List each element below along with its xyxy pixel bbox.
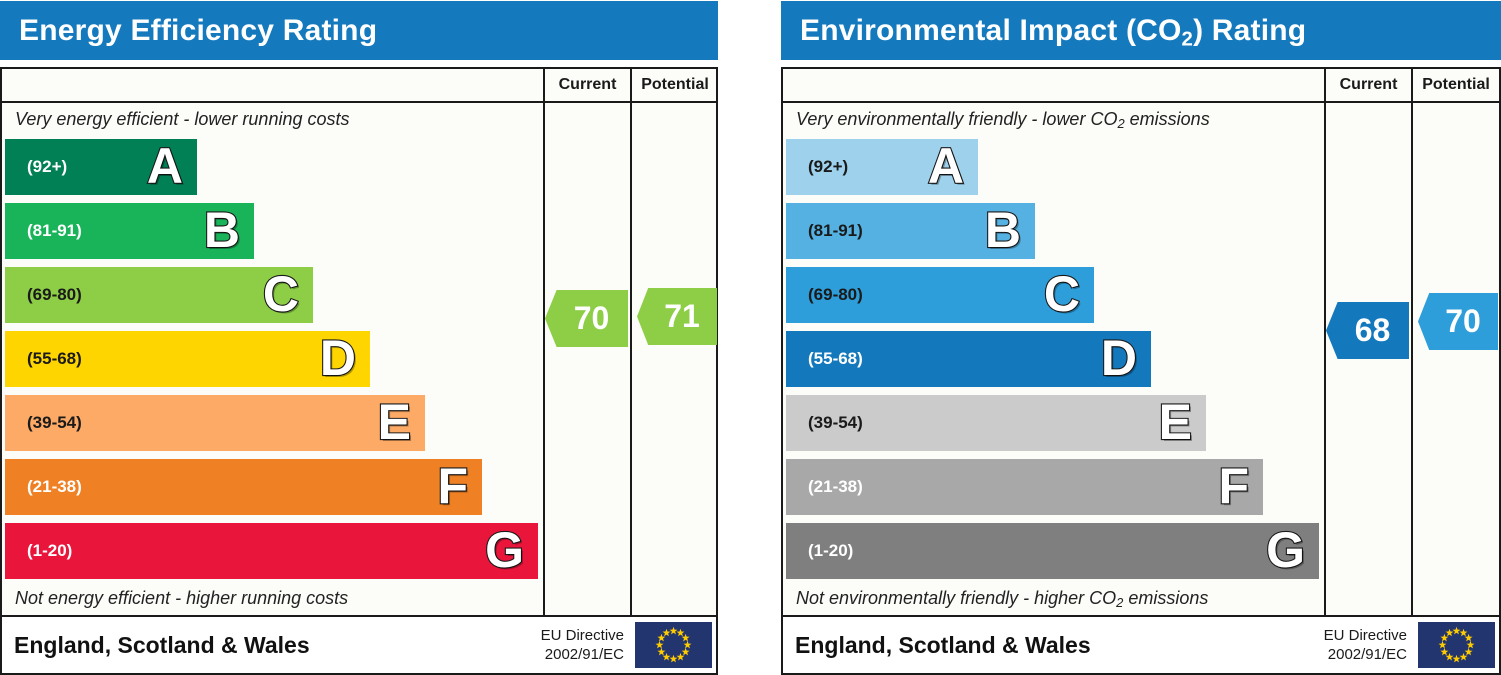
band-d: (55-68) D bbox=[5, 330, 370, 387]
caption-text: Very environmentally friendly - lower CO bbox=[796, 109, 1118, 129]
column-divider bbox=[543, 69, 545, 615]
rating-table: Current Potential Very environmentally f… bbox=[781, 67, 1501, 617]
band-range-label: (21-38) bbox=[808, 477, 863, 496]
band-a: (92+) A bbox=[786, 138, 978, 195]
band-range-label: (92+) bbox=[808, 157, 849, 176]
band-e: (39-54) E bbox=[786, 394, 1206, 451]
chart-title: Environmental Impact (CO2) Rating bbox=[800, 14, 1307, 51]
band-g: (1-20) G bbox=[786, 522, 1319, 579]
column-divider bbox=[1324, 69, 1326, 615]
current-rating-value: 68 bbox=[1354, 312, 1391, 348]
band-range-label: (1-20) bbox=[808, 541, 854, 560]
band-range-label: (55-68) bbox=[27, 349, 82, 368]
band-e: (39-54) E bbox=[5, 394, 425, 451]
band-letter: D bbox=[319, 330, 357, 386]
caption-text: Not energy efficient - higher running co… bbox=[15, 588, 349, 608]
band-letter: G bbox=[484, 522, 525, 578]
caption-subscript: 2 bbox=[1117, 115, 1125, 131]
chart-title-subscript: 2 bbox=[1181, 28, 1194, 51]
region-label: England, Scotland & Wales bbox=[795, 632, 1091, 658]
band-letter: D bbox=[1100, 330, 1138, 386]
environmental-impact-rating-chart: Environmental Impact (CO2) Rating Curren… bbox=[781, 0, 1501, 675]
band-c: (69-80) C bbox=[5, 266, 313, 323]
band-letter: A bbox=[927, 138, 965, 194]
band-range-label: (69-80) bbox=[27, 285, 82, 304]
band-c: (69-80) C bbox=[786, 266, 1094, 323]
band-a: (92+) A bbox=[5, 138, 197, 195]
band-g: (1-20) G bbox=[5, 522, 538, 579]
region-label: England, Scotland & Wales bbox=[14, 632, 310, 658]
band-letter: B bbox=[203, 202, 241, 258]
band-d: (55-68) D bbox=[786, 330, 1151, 387]
column-divider bbox=[1411, 69, 1413, 615]
band-range-label: (92+) bbox=[27, 157, 68, 176]
band-f: (21-38) F bbox=[5, 458, 482, 515]
band-letter: B bbox=[984, 202, 1022, 258]
chart-footer: England, Scotland & Wales EU Directive 20… bbox=[0, 615, 718, 675]
rating-table: Current Potential Very energy efficient … bbox=[0, 67, 718, 617]
band-b: (81-91) B bbox=[786, 202, 1035, 259]
band-range-label: (81-91) bbox=[27, 221, 82, 240]
band-range-label: (1-20) bbox=[27, 541, 73, 560]
band-letter: F bbox=[436, 458, 469, 514]
chart-title-bar: Environmental Impact (CO2) Rating bbox=[781, 1, 1501, 60]
potential-rating-arrow: 70 bbox=[1418, 293, 1498, 350]
column-divider bbox=[630, 69, 632, 615]
energy-efficiency-rating-chart: Energy Efficiency Rating Current Potenti… bbox=[0, 0, 718, 675]
band-b: (81-91) B bbox=[5, 202, 254, 259]
current-rating-value: 70 bbox=[573, 300, 610, 336]
chart-title-text: Environmental Impact (CO bbox=[800, 14, 1182, 47]
chart-title-text: Energy Efficiency Rating bbox=[19, 14, 378, 47]
caption-text: Very energy efficient - lower running co… bbox=[15, 109, 350, 129]
band-range-label: (39-54) bbox=[27, 413, 82, 432]
eu-directive-line1: EU Directive bbox=[540, 627, 624, 644]
eu-directive-line1: EU Directive bbox=[1323, 627, 1407, 644]
bottom-caption: Not energy efficient - higher running co… bbox=[15, 588, 348, 610]
band-letter: C bbox=[1043, 266, 1081, 322]
band-letter: C bbox=[262, 266, 300, 322]
bottom-caption: Not environmentally friendly - higher CO… bbox=[796, 588, 1208, 610]
current-rating-arrow: 70 bbox=[545, 290, 628, 347]
band-letter: A bbox=[146, 138, 184, 194]
eu-directive-label: EU Directive 2002/91/EC bbox=[1324, 626, 1407, 664]
chart-title-text: ) Rating bbox=[1193, 14, 1307, 47]
top-caption: Very environmentally friendly - lower CO… bbox=[796, 109, 1210, 131]
current-column-header: Current bbox=[1339, 76, 1398, 93]
chart-footer: England, Scotland & Wales EU Directive 20… bbox=[781, 615, 1501, 675]
eu-directive-line2: 2002/91/EC bbox=[544, 646, 624, 663]
current-rating-arrow: 68 bbox=[1326, 302, 1409, 359]
potential-column-header: Potential bbox=[1422, 76, 1490, 93]
band-letter: E bbox=[377, 394, 413, 450]
band-f: (21-38) F bbox=[786, 458, 1263, 515]
potential-rating-arrow: 71 bbox=[637, 288, 717, 345]
band-range-label: (69-80) bbox=[808, 285, 863, 304]
current-column-header: Current bbox=[558, 76, 617, 93]
top-caption: Very energy efficient - lower running co… bbox=[15, 109, 350, 131]
potential-rating-value: 71 bbox=[664, 298, 700, 334]
eu-directive-label: EU Directive 2002/91/EC bbox=[541, 626, 624, 664]
chart-title-bar: Energy Efficiency Rating bbox=[0, 1, 718, 60]
caption-text: Not environmentally friendly - higher CO bbox=[796, 588, 1117, 608]
caption-text: emissions bbox=[1123, 588, 1209, 608]
band-range-label: (55-68) bbox=[808, 349, 863, 368]
eu-flag-icon bbox=[1418, 622, 1495, 668]
band-letter: E bbox=[1158, 394, 1194, 450]
potential-rating-value: 70 bbox=[1445, 303, 1481, 339]
header-row-divider bbox=[2, 101, 716, 103]
eu-flag-icon bbox=[635, 622, 712, 668]
band-letter: G bbox=[1265, 522, 1306, 578]
header-row-divider bbox=[783, 101, 1499, 103]
potential-column-header: Potential bbox=[641, 76, 709, 93]
eu-directive-line2: 2002/91/EC bbox=[1327, 646, 1407, 663]
caption-text: emissions bbox=[1124, 109, 1210, 129]
caption-subscript: 2 bbox=[1116, 594, 1124, 610]
chart-title: Energy Efficiency Rating bbox=[19, 14, 377, 47]
band-range-label: (39-54) bbox=[808, 413, 863, 432]
band-range-label: (81-91) bbox=[808, 221, 863, 240]
band-range-label: (21-38) bbox=[27, 477, 82, 496]
band-letter: F bbox=[1217, 458, 1250, 514]
